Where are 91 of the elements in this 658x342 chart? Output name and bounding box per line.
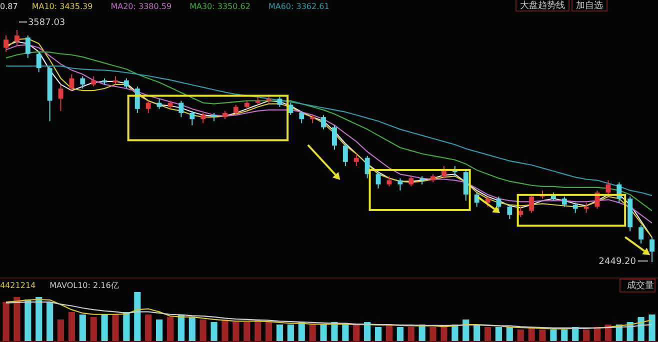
- bar: [320, 324, 327, 342]
- bar: [46, 302, 54, 342]
- candlestick: [69, 74, 74, 92]
- bar: [200, 320, 206, 342]
- candlestick: [277, 96, 282, 108]
- candlestick: [321, 114, 326, 130]
- candlestick: [4, 35, 8, 52]
- text: 成交量: [627, 280, 654, 291]
- bar: [36, 297, 42, 342]
- candlestick: [638, 224, 644, 244]
- candlestick: [91, 76, 96, 87]
- candlestick: [572, 202, 578, 214]
- candlestick: [25, 35, 30, 58]
- bar: [210, 322, 218, 342]
- bar: [156, 320, 163, 342]
- series-label: MAVOL10: 2.16亿: [50, 281, 119, 290]
- bar: [68, 312, 75, 342]
- candlestick: [190, 110, 195, 126]
- candlestick: [299, 110, 304, 124]
- bar: [188, 317, 196, 342]
- text: MA30: 3350.62: [190, 2, 250, 11]
- bar: [134, 292, 141, 342]
- bar: [145, 314, 152, 342]
- bar: [550, 330, 557, 342]
- bar: [232, 322, 240, 342]
- candlestick: [178, 100, 184, 118]
- bar: [101, 314, 108, 342]
- bar: [14, 297, 20, 342]
- candlestick: [463, 170, 468, 202]
- annotation: 2449.20: [598, 257, 636, 267]
- bar: [222, 320, 228, 342]
- candlestick: [200, 112, 206, 124]
- bar: [353, 324, 360, 342]
- candlestick: [562, 196, 567, 208]
- bar: [374, 327, 382, 342]
- bar: [244, 322, 250, 342]
- bar: [583, 330, 590, 342]
- bar: [430, 327, 436, 342]
- candlestick: [606, 180, 611, 196]
- candlestick: [386, 176, 392, 187]
- bar: [112, 314, 119, 342]
- candlestick: [58, 84, 64, 112]
- bar: [539, 330, 546, 342]
- text: MA20: 3380.59: [110, 2, 172, 11]
- bar: [561, 330, 568, 342]
- bar: [309, 324, 316, 342]
- candlestick: [14, 30, 20, 46]
- bar: [440, 327, 448, 342]
- candlestick: [332, 124, 337, 150]
- candlestick: [584, 202, 589, 214]
- candlestick: [342, 143, 348, 167]
- candlestick: [233, 104, 238, 116]
- bar: [276, 324, 284, 342]
- text: 大盘趋势线: [520, 0, 565, 11]
- bar: [79, 314, 86, 342]
- bar: [90, 317, 97, 342]
- bar: [57, 320, 64, 342]
- text: 3587.03: [28, 18, 66, 28]
- candlestick: [146, 100, 151, 114]
- candlestick: [354, 153, 359, 167]
- text: MA10: 3435.39: [32, 2, 93, 11]
- text: 0.87: [0, 2, 18, 11]
- bar: [396, 327, 404, 342]
- candlestick: [156, 98, 162, 110]
- bar: [342, 324, 349, 342]
- candlestick: [398, 178, 403, 191]
- text: 4421214: [0, 281, 36, 290]
- candlestick: [364, 155, 370, 179]
- bar: [484, 327, 492, 342]
- bar: [517, 330, 524, 342]
- bar: [2, 302, 10, 342]
- bar: [287, 324, 294, 342]
- text: 加自选: [576, 0, 603, 11]
- bar: [24, 300, 32, 342]
- candlestick: [529, 194, 534, 214]
- candlestick: [507, 204, 512, 220]
- candlestick: [124, 78, 129, 90]
- bar: [166, 317, 174, 342]
- bar: [648, 314, 656, 342]
- bar: [495, 327, 502, 342]
- bar: [331, 322, 338, 342]
- candlestick: [496, 196, 502, 212]
- candlestick: [376, 172, 381, 189]
- bar: [408, 327, 414, 342]
- candlestick: [80, 76, 86, 90]
- candlestick: [650, 236, 654, 262]
- bar: [265, 322, 272, 342]
- bar: [123, 312, 130, 342]
- candlestick: [408, 176, 414, 187]
- text: MA60: 3362.61: [268, 2, 330, 11]
- candlestick: [36, 51, 42, 73]
